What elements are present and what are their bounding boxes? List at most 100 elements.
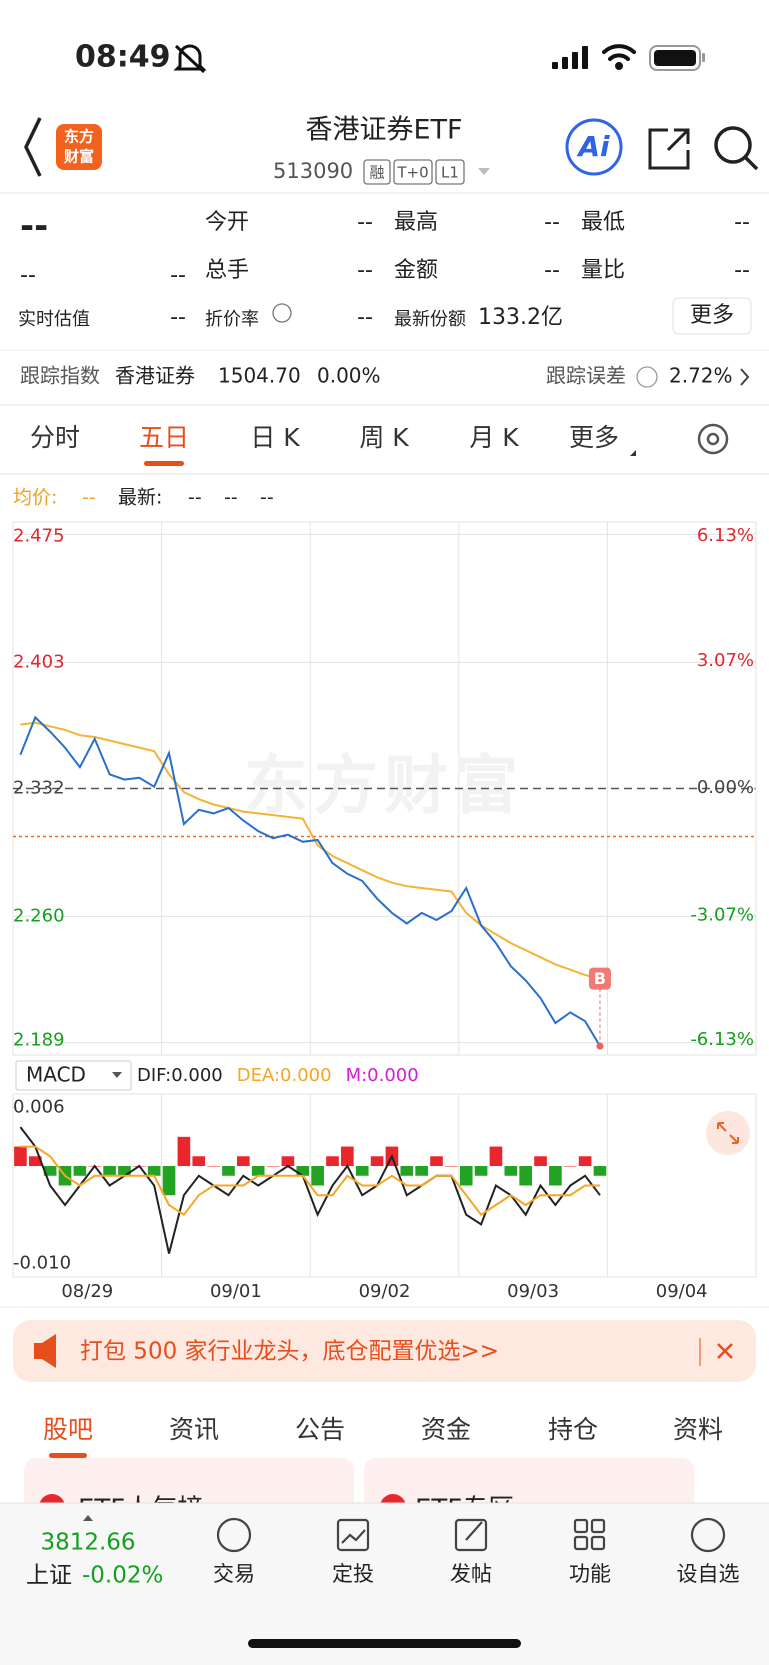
latest-value: -- xyxy=(188,487,202,509)
content-tab[interactable]: 资料 xyxy=(673,1415,723,1444)
charts: 东方财富 2.475 2.403 2.332 2.260 2.189 6.13% 3.07% 0… xyxy=(12,521,757,1302)
histogram-bar xyxy=(222,1166,235,1176)
field-label: 最新份额 xyxy=(394,309,466,330)
battery-icon xyxy=(649,45,705,71)
home-indicator xyxy=(248,1639,521,1648)
content-tab[interactable]: 资金 xyxy=(421,1415,471,1444)
period-tab[interactable]: 更多 xyxy=(569,423,619,452)
more-label: 更多 xyxy=(690,303,734,328)
field-label: 金额 xyxy=(394,258,438,283)
signal-icon xyxy=(552,46,588,69)
histogram-bar xyxy=(43,1166,57,1176)
content-tab[interactable]: 公告 xyxy=(295,1415,345,1444)
latest-value: -- xyxy=(260,487,274,509)
tag: T+0 xyxy=(396,164,428,182)
expand-button[interactable] xyxy=(706,1111,750,1155)
field-label: 今开 xyxy=(205,210,249,235)
histogram-bar xyxy=(147,1166,161,1176)
period-tab[interactable]: 五日 xyxy=(139,423,189,452)
histogram-bar xyxy=(118,1166,131,1176)
logo xyxy=(56,124,102,170)
y-tick-label: 2.260 xyxy=(13,905,65,926)
expand-icon xyxy=(717,1122,739,1144)
field-label: 量比 xyxy=(581,258,625,283)
bottom-bar xyxy=(0,1503,769,1665)
info-icon[interactable] xyxy=(272,303,292,323)
histogram-bar xyxy=(237,1156,250,1167)
histogram-bar xyxy=(103,1166,116,1176)
tab-underline xyxy=(49,1453,87,1458)
expand-arrow[interactable] xyxy=(83,1515,93,1521)
period-tabs: 分时 五日 日 K 周 K 月 K 更多 xyxy=(30,423,636,466)
y2-tick-label: -6.13% xyxy=(690,1029,754,1050)
content-tab[interactable]: 资讯 xyxy=(169,1415,219,1444)
banner-text: 打包 500 家行业龙头，底仓配置优选>> xyxy=(80,1339,499,1365)
price: -- xyxy=(20,207,48,247)
histogram-bar xyxy=(445,1166,458,1167)
action-label[interactable]: 设自选 xyxy=(677,1562,740,1586)
histogram-bar xyxy=(578,1156,592,1167)
field-value: -- xyxy=(734,210,750,235)
y-tick-label: 2.189 xyxy=(13,1030,65,1051)
more-button[interactable] xyxy=(672,297,752,335)
histogram-bar xyxy=(489,1146,503,1167)
histogram-bar xyxy=(177,1136,191,1167)
settings-button[interactable] xyxy=(697,423,729,455)
indicator-name: MACD xyxy=(26,1063,86,1087)
action-label[interactable]: 交易 xyxy=(213,1562,255,1586)
search-button[interactable] xyxy=(714,126,759,171)
page-title: 香港证券ETF xyxy=(305,115,462,146)
histogram-bar xyxy=(370,1156,384,1167)
dropdown-arrow[interactable] xyxy=(478,168,490,175)
back-button[interactable] xyxy=(24,117,42,177)
histogram-bar xyxy=(296,1166,310,1176)
chevron[interactable] xyxy=(740,368,750,386)
banner[interactable] xyxy=(13,1320,756,1382)
indicator-legend: DEA:0.000 xyxy=(237,1065,332,1086)
x-tick-label: 09/03 xyxy=(507,1281,559,1302)
field-value: -- xyxy=(734,258,750,283)
histogram-bar xyxy=(192,1156,206,1167)
plot-frame xyxy=(12,1093,757,1278)
field-label: 最低 xyxy=(581,210,625,235)
histogram-bar xyxy=(14,1146,27,1167)
action-label[interactable]: 发帖 xyxy=(450,1562,492,1586)
histogram-bar xyxy=(281,1156,295,1167)
action-label[interactable]: 定投 xyxy=(332,1562,374,1586)
period-tab[interactable]: 日 K xyxy=(250,423,300,452)
close-button[interactable] xyxy=(717,1343,733,1359)
share-button[interactable] xyxy=(648,128,690,170)
mute-icon xyxy=(173,44,207,74)
y-tick-label: 2.475 xyxy=(13,525,65,546)
avg-label: 均价: xyxy=(13,487,57,509)
period-tab[interactable]: 分时 xyxy=(30,423,80,452)
help-icon[interactable] xyxy=(636,366,658,388)
ai-button[interactable] xyxy=(565,118,623,176)
change: -- xyxy=(20,263,36,288)
field-value: -- xyxy=(357,210,373,235)
histogram-bar xyxy=(474,1166,488,1176)
indicator-select[interactable] xyxy=(15,1060,132,1091)
tracking-index: 香港证券 xyxy=(115,364,195,388)
period-tab[interactable]: 月 K xyxy=(469,423,519,452)
field-value: -- xyxy=(544,258,560,283)
content-tab[interactable]: 股吧 xyxy=(43,1415,93,1444)
content-tab[interactable]: 持仓 xyxy=(548,1415,598,1444)
y-tick-label: 2.332 xyxy=(13,778,65,799)
field-label: 折价率 xyxy=(205,309,259,330)
period-tab[interactable]: 周 K xyxy=(359,423,409,452)
marker-box xyxy=(588,967,611,990)
series-line xyxy=(19,715,601,1047)
action-label[interactable]: 功能 xyxy=(569,1562,611,1586)
field-value: 133.2亿 xyxy=(478,305,563,330)
megaphone-icon xyxy=(34,1334,56,1368)
status-time: 08:49 xyxy=(75,40,171,75)
logo-text: 财富 xyxy=(64,148,94,166)
indicator-legend: M:0.000 xyxy=(346,1065,419,1086)
tracking-value: 1504.70 xyxy=(218,364,301,388)
index-name: 上证 xyxy=(26,1563,72,1589)
y2-tick-label: 3.07% xyxy=(697,650,754,671)
histogram-bar xyxy=(534,1156,547,1167)
y-tick-label: 2.403 xyxy=(13,651,65,672)
